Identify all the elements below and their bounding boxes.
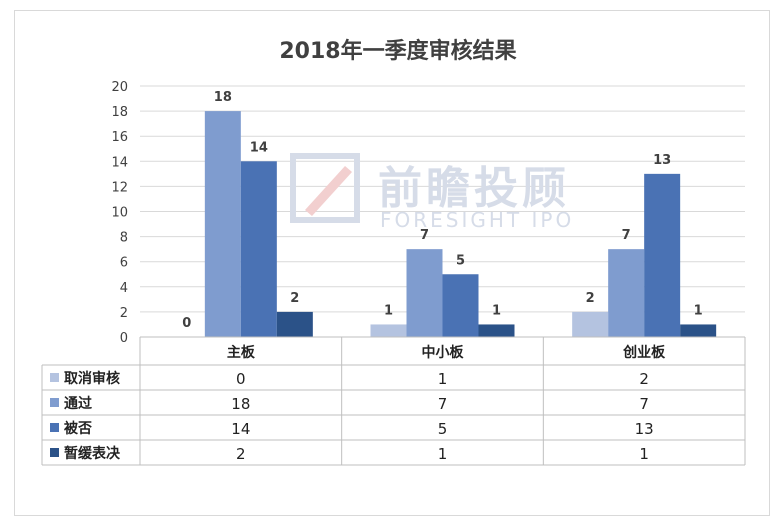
watermark: 前瞻投顾 FORESIGHT IPO xyxy=(290,153,574,232)
bar-data-label: 14 xyxy=(250,140,268,155)
bar xyxy=(572,311,609,337)
bar xyxy=(370,324,407,337)
bar-data-label: 18 xyxy=(214,90,232,105)
y-axis: 0 2 4 6 8 10 12 14 16 18 20 xyxy=(111,80,128,346)
y-tick-label: 6 xyxy=(120,256,128,271)
y-tick-label: 0 xyxy=(120,331,128,346)
table-cell: 7 xyxy=(438,395,448,413)
bars xyxy=(204,111,717,337)
series-name: 被否 xyxy=(64,420,92,437)
y-tick-label: 4 xyxy=(120,281,128,296)
bar xyxy=(644,173,681,337)
table-cell: 14 xyxy=(231,420,250,438)
bar-data-label: 2 xyxy=(586,291,595,306)
bar xyxy=(478,324,515,337)
bar-data-label: 7 xyxy=(420,228,429,243)
y-tick-label: 12 xyxy=(111,180,128,195)
legend-swatch xyxy=(50,423,59,432)
y-tick-label: 16 xyxy=(111,130,128,145)
table-cell: 1 xyxy=(438,445,448,463)
watermark-logo-stroke xyxy=(305,166,352,216)
y-tick-label: 18 xyxy=(111,105,128,120)
bar-data-label: 7 xyxy=(622,228,631,243)
legend-swatch xyxy=(50,373,59,382)
bar xyxy=(276,311,313,337)
bar-data-label: 1 xyxy=(492,303,501,318)
bar xyxy=(608,249,645,337)
bar xyxy=(680,324,717,337)
table-cell: 2 xyxy=(236,445,246,463)
watermark-logo-frame xyxy=(290,153,360,223)
data-labels: 0 18 14 2 1 7 5 1 2 7 13 1 xyxy=(182,90,702,331)
legend-swatch xyxy=(50,398,59,407)
category-label: 创业板 xyxy=(622,344,666,361)
y-tick-label: 2 xyxy=(120,306,128,321)
table-cell: 5 xyxy=(438,420,448,438)
table-cell: 2 xyxy=(639,370,649,388)
bar xyxy=(204,111,241,337)
series-name: 通过 xyxy=(64,395,92,412)
y-tick-label: 20 xyxy=(111,80,128,95)
bar xyxy=(240,161,277,337)
chart-title: 2018年一季度审核结果 xyxy=(279,38,516,64)
table-cell: 1 xyxy=(639,445,649,463)
table-cell: 18 xyxy=(231,395,250,413)
table-cell: 0 xyxy=(236,370,246,388)
y-tick-label: 10 xyxy=(111,206,128,221)
series-name: 取消审核 xyxy=(64,370,120,387)
bar-data-label: 0 xyxy=(182,316,191,331)
bar-data-label: 13 xyxy=(653,153,671,168)
y-tick-label: 8 xyxy=(120,231,128,246)
bar-data-label: 1 xyxy=(384,303,393,318)
category-label: 中小板 xyxy=(422,344,465,361)
bar-data-label: 2 xyxy=(290,291,299,306)
table-cell: 13 xyxy=(635,420,654,438)
table-cell: 7 xyxy=(639,395,649,413)
legend-swatch xyxy=(50,448,59,457)
watermark-cn: 前瞻投顾 xyxy=(378,163,570,214)
bar xyxy=(406,249,443,337)
y-tick-label: 14 xyxy=(111,155,128,170)
category-label: 主板 xyxy=(227,344,256,361)
bar-data-label: 1 xyxy=(694,303,703,318)
series-name: 暂缓表决 xyxy=(64,445,121,462)
bar xyxy=(442,274,479,337)
bar-data-label: 5 xyxy=(456,253,465,268)
table-cell: 1 xyxy=(438,370,448,388)
watermark-en: FORESIGHT IPO xyxy=(380,208,574,232)
